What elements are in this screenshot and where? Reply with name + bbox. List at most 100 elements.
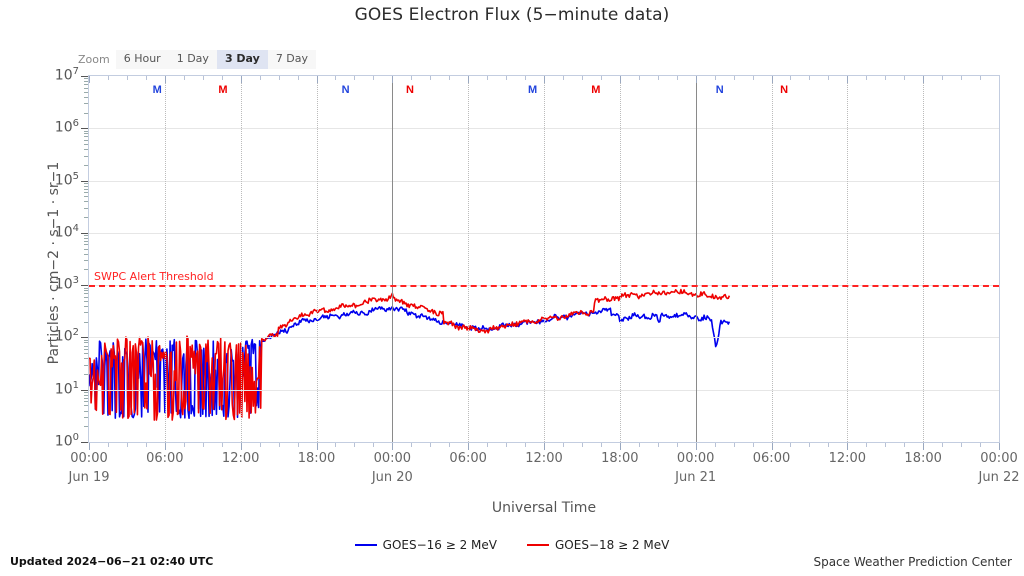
y-axis-tick xyxy=(81,389,88,391)
y-axis-minor-tick xyxy=(84,139,88,141)
zoom-button-7-day[interactable]: 7 Day xyxy=(267,49,317,69)
y-axis-minor-tick xyxy=(84,312,88,314)
y-axis-minor-tick xyxy=(84,240,88,242)
x-axis-top-minor-tick xyxy=(866,76,868,80)
event-marker-n-6[interactable]: N xyxy=(715,84,724,96)
x-axis-top-tick xyxy=(316,76,318,83)
x-axis-top-minor-tick xyxy=(449,76,451,80)
event-marker-n-7[interactable]: N xyxy=(780,84,789,96)
updated-timestamp: Updated 2024−06−21 02:40 UTC xyxy=(10,555,214,568)
event-marker-m-1[interactable]: M xyxy=(218,84,228,96)
y-axis-minor-tick xyxy=(84,136,88,138)
zoom-button-3-day[interactable]: 3 Day xyxy=(216,49,268,69)
x-axis-minor-tick xyxy=(183,443,185,447)
y-axis-minor-tick xyxy=(84,339,88,341)
y-axis-minor-tick xyxy=(84,96,88,98)
y-axis-tick xyxy=(81,232,88,234)
alert-threshold-line xyxy=(89,285,999,288)
x-axis-minor-tick xyxy=(221,443,223,447)
x-axis-top-minor-tick xyxy=(828,76,830,80)
x-axis-top-minor-tick xyxy=(676,76,678,80)
x-axis: 00:00 Jun 19 06:00 12:00 18:00 00:00 Jun 20 06:… xyxy=(0,443,1024,503)
x-axis-label: 12:00 xyxy=(828,451,867,466)
event-marker-m-4[interactable]: M xyxy=(528,84,538,96)
plot-area[interactable]: SWPC Alert Threshold xyxy=(88,75,1000,443)
x-axis-minor-tick xyxy=(904,443,906,447)
y-axis-minor-tick xyxy=(84,305,88,307)
x-gridline xyxy=(544,76,545,442)
y-axis-tick xyxy=(81,442,88,443)
day-separator-line xyxy=(392,76,394,442)
y-axis-label: 106 xyxy=(54,118,79,136)
x-axis-tick xyxy=(392,443,394,450)
x-axis-label: 18:00 xyxy=(297,451,336,466)
x-axis-minor-tick xyxy=(487,443,489,447)
y-axis-tick xyxy=(81,128,88,130)
y-axis-label: 101 xyxy=(54,379,79,398)
x-axis-minor-tick xyxy=(733,443,735,447)
legend-item-goes16[interactable]: GOES−16 ≥ 2 MeV xyxy=(354,538,497,552)
x-axis-minor-tick xyxy=(752,443,754,447)
legend: GOES−16 ≥ 2 MeV GOES−18 ≥ 2 MeV xyxy=(0,538,1024,552)
y-axis-minor-tick xyxy=(84,185,88,187)
x-axis-minor-tick xyxy=(809,443,811,447)
series-line-goes16 xyxy=(89,305,731,420)
y-axis-minor-tick xyxy=(84,192,88,194)
y-axis-minor-tick xyxy=(84,164,88,166)
x-gridline xyxy=(619,76,621,442)
x-axis-day-label: Jun 21 xyxy=(675,470,717,485)
x-axis-minor-tick xyxy=(430,443,432,447)
y-axis-minor-tick xyxy=(84,182,88,184)
y-axis-minor-tick xyxy=(84,196,88,198)
y-axis-tick xyxy=(81,285,88,287)
x-axis-top-minor-tick xyxy=(600,76,602,80)
zoom-button-6-hour[interactable]: 6 Hour xyxy=(115,49,169,69)
x-axis-top-tick xyxy=(392,76,394,83)
x-axis-top-minor-tick xyxy=(714,76,716,80)
x-axis-label: 18:00 xyxy=(601,451,639,466)
y-axis-label: 100 xyxy=(54,432,79,450)
x-axis-minor-tick xyxy=(562,443,564,447)
y-axis-minor-tick xyxy=(84,349,88,351)
x-axis-label: 06:00 xyxy=(752,451,791,466)
alert-threshold-label: SWPC Alert Threshold xyxy=(94,270,214,284)
x-axis-label: 00:00 xyxy=(980,451,1018,466)
event-marker-n-2[interactable]: N xyxy=(341,84,350,96)
x-axis-day-label: Jun 22 xyxy=(978,470,1020,485)
x-axis-minor-tick xyxy=(961,443,963,447)
x-axis-tick xyxy=(240,443,242,450)
y-axis-minor-tick xyxy=(84,130,88,132)
x-axis-top-minor-tick xyxy=(183,76,185,80)
x-axis-minor-tick xyxy=(980,443,982,447)
x-axis-minor-tick xyxy=(335,443,337,447)
x-axis-top-minor-tick xyxy=(335,76,337,80)
x-axis-top-tick xyxy=(619,76,621,83)
y-axis-minor-tick xyxy=(84,392,88,394)
x-axis-top-tick xyxy=(544,76,545,83)
x-axis-top-minor-tick xyxy=(430,76,432,80)
y-axis-minor-tick xyxy=(84,417,88,419)
y-axis-minor-tick xyxy=(84,342,88,344)
x-axis-label: 12:00 xyxy=(221,451,260,466)
y-axis-minor-tick xyxy=(84,201,88,203)
y-axis: 100 101 102 103 104 105 106 107 xyxy=(0,0,88,576)
zoom-controls: Zoom 6 Hour 1 Day 3 Day 7 Day xyxy=(78,49,317,69)
event-marker-n-3[interactable]: N xyxy=(406,84,414,96)
x-axis-top-minor-tick xyxy=(506,76,508,80)
event-marker-m-5[interactable]: M xyxy=(591,84,601,96)
zoom-button-1-day[interactable]: 1 Day xyxy=(168,49,217,69)
day-separator-line xyxy=(695,76,697,442)
y-axis-minor-tick xyxy=(84,207,88,209)
legend-item-goes18[interactable]: GOES−18 ≥ 2 MeV xyxy=(527,538,669,552)
flux-series-svg xyxy=(89,288,731,421)
y-axis-minor-tick xyxy=(84,287,88,289)
x-axis-minor-tick xyxy=(657,443,659,447)
y-axis-minor-tick xyxy=(84,290,88,292)
x-axis-top-minor-tick xyxy=(942,76,944,80)
event-marker-m-0[interactable]: M xyxy=(152,84,162,96)
x-axis-minor-tick xyxy=(278,443,280,447)
y-axis-minor-tick xyxy=(84,103,88,105)
x-axis-top-minor-tick xyxy=(221,76,223,80)
x-axis-minor-tick xyxy=(790,443,792,447)
x-axis-minor-tick xyxy=(354,443,356,447)
